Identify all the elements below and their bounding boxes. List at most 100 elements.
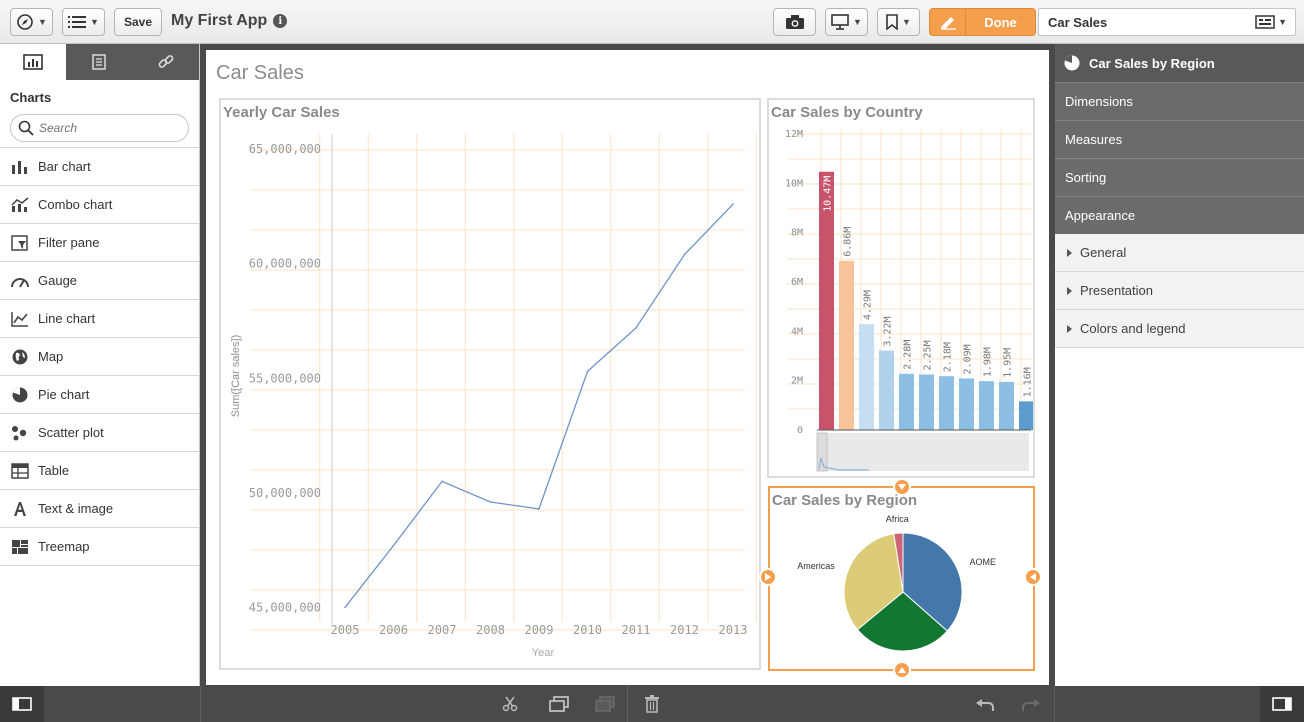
list-item-label: Line chart	[38, 311, 96, 326]
list-item-bar-chart[interactable]: Bar chart	[0, 148, 199, 186]
toggle-right-panel-button[interactable]	[1260, 686, 1304, 722]
redo-icon	[1022, 699, 1040, 711]
list-item-label: Text & image	[38, 501, 114, 516]
x-tick-label: 2006	[379, 623, 408, 637]
list-item-label: Treemap	[38, 539, 90, 554]
y-axis-title: Sum([Car sales])	[230, 335, 242, 418]
y-tick-label: 50,000,000	[249, 486, 321, 500]
info-icon[interactable]: i	[273, 14, 288, 28]
delete-button[interactable]	[642, 694, 662, 714]
arrow-left-icon	[1030, 573, 1036, 581]
search-icon	[18, 120, 34, 136]
expand-arrow-icon	[1067, 248, 1072, 257]
copy-button[interactable]	[547, 694, 571, 714]
search-field[interactable]	[10, 114, 189, 142]
list-item-label: Map	[38, 349, 64, 364]
bar	[819, 171, 834, 430]
list-item-table[interactable]: Table	[0, 452, 199, 490]
bookmarks-button[interactable]: ▼	[877, 8, 920, 36]
x-tick-label: 2012	[670, 623, 699, 637]
panel-right-icon	[1272, 697, 1292, 711]
bar	[1019, 401, 1033, 430]
resize-handle-bottom[interactable]	[893, 661, 911, 679]
data-label: 1.95M	[1003, 348, 1014, 378]
subsection-general[interactable]: General	[1055, 234, 1304, 272]
list-item-label: Gauge	[38, 273, 78, 288]
list-item-label: Combo chart	[38, 197, 113, 212]
search-input[interactable]	[39, 121, 179, 135]
app-title-group: My First App i	[171, 12, 288, 30]
line-chart-object[interactable]: Yearly Car Sales 45,000,000 50,000,000 55,…	[219, 98, 761, 670]
series-line	[344, 203, 734, 608]
subsection-label: Presentation	[1080, 283, 1153, 298]
tab-charts[interactable]	[0, 44, 67, 80]
arrow-right-icon	[765, 573, 771, 581]
data-point	[635, 327, 637, 329]
data-label: 1.16M	[1023, 367, 1034, 397]
list-item-text-image[interactable]: Text & image	[0, 490, 199, 528]
list-item-label: Pie chart	[38, 387, 90, 402]
chevron-down-icon: ▼	[90, 17, 99, 27]
section-measures[interactable]: Measures	[1055, 120, 1304, 158]
section-appearance[interactable]: Appearance	[1055, 196, 1304, 234]
tab-fields[interactable]	[133, 44, 199, 80]
list-item-treemap[interactable]: Treemap	[0, 528, 199, 566]
subsection-colors-legend[interactable]: Colors and legend	[1055, 310, 1304, 348]
list-item-map[interactable]: Map	[0, 338, 199, 376]
resize-handle-left[interactable]	[759, 568, 777, 586]
expand-arrow-icon	[1067, 286, 1072, 295]
assets-tabs	[0, 44, 199, 80]
section-dimensions[interactable]: Dimensions	[1055, 82, 1304, 120]
story-button[interactable]: ▼	[825, 8, 868, 36]
arrow-down-icon	[898, 484, 906, 490]
bar	[959, 378, 974, 430]
section-sorting[interactable]: Sorting	[1055, 158, 1304, 196]
cut-button[interactable]	[500, 694, 520, 714]
bar-chart-object[interactable]: Car Sales by Country 0 2M 4M 6M 8M 10M 12M 10.4…	[767, 98, 1035, 478]
bar	[879, 350, 894, 430]
chevron-down-icon: ▼	[38, 17, 47, 27]
x-tick-label: 2008	[476, 623, 505, 637]
panel-left-icon	[12, 697, 32, 711]
save-button[interactable]: Save	[114, 8, 162, 36]
tab-master-items[interactable]	[66, 44, 132, 80]
list-item-line-chart[interactable]: Line chart	[0, 300, 199, 338]
redo-button[interactable]	[1021, 694, 1041, 714]
global-menu-button[interactable]: ▼	[62, 8, 105, 36]
table-icon	[10, 462, 30, 480]
list-item-pie-chart[interactable]: Pie chart	[0, 376, 199, 414]
data-point	[586, 370, 589, 373]
chart-type-list: Bar chart Combo chart Filter pane Gauge …	[0, 147, 199, 566]
sheet-selector[interactable]: Car Sales ▼	[1038, 8, 1296, 36]
pie-chart-object[interactable]: Car Sales by Region AOME Americas Africa	[768, 486, 1035, 671]
list-item-filter-pane[interactable]: Filter pane	[0, 224, 199, 262]
done-editing-button[interactable]: Done	[929, 8, 1036, 36]
charts-heading: Charts	[10, 90, 52, 105]
data-point	[489, 501, 492, 503]
data-point	[441, 480, 443, 483]
assets-panel: Charts Bar chart Combo chart Filter pane…	[0, 44, 200, 686]
data-point	[392, 544, 395, 547]
resize-handle-top[interactable]	[893, 478, 911, 496]
subsection-presentation[interactable]: Presentation	[1055, 272, 1304, 310]
undo-button[interactable]	[975, 694, 995, 714]
list-item-combo-chart[interactable]: Combo chart	[0, 186, 199, 224]
arrow-up-icon	[898, 667, 906, 673]
toggle-left-panel-button[interactable]	[0, 686, 44, 722]
resize-handle-right[interactable]	[1024, 568, 1042, 586]
list-item-gauge[interactable]: Gauge	[0, 262, 199, 300]
y-tick-label: 4M	[791, 326, 803, 337]
properties-header: Car Sales by Region	[1055, 44, 1304, 82]
data-label: 1.98M	[983, 347, 994, 377]
y-tick-label: 2M	[791, 376, 803, 387]
document-icon	[92, 54, 107, 70]
paste-button[interactable]	[593, 694, 617, 714]
snapshot-button[interactable]	[773, 8, 816, 36]
navigation-menu-button[interactable]: ▼	[10, 8, 53, 36]
subsection-label: General	[1080, 245, 1127, 260]
list-item-scatter-plot[interactable]: Scatter plot	[0, 414, 199, 452]
data-label: 2.09M	[963, 344, 974, 374]
x-axis-title: Year	[532, 647, 555, 659]
scatter-plot-icon	[10, 424, 30, 442]
trash-icon	[645, 695, 659, 713]
